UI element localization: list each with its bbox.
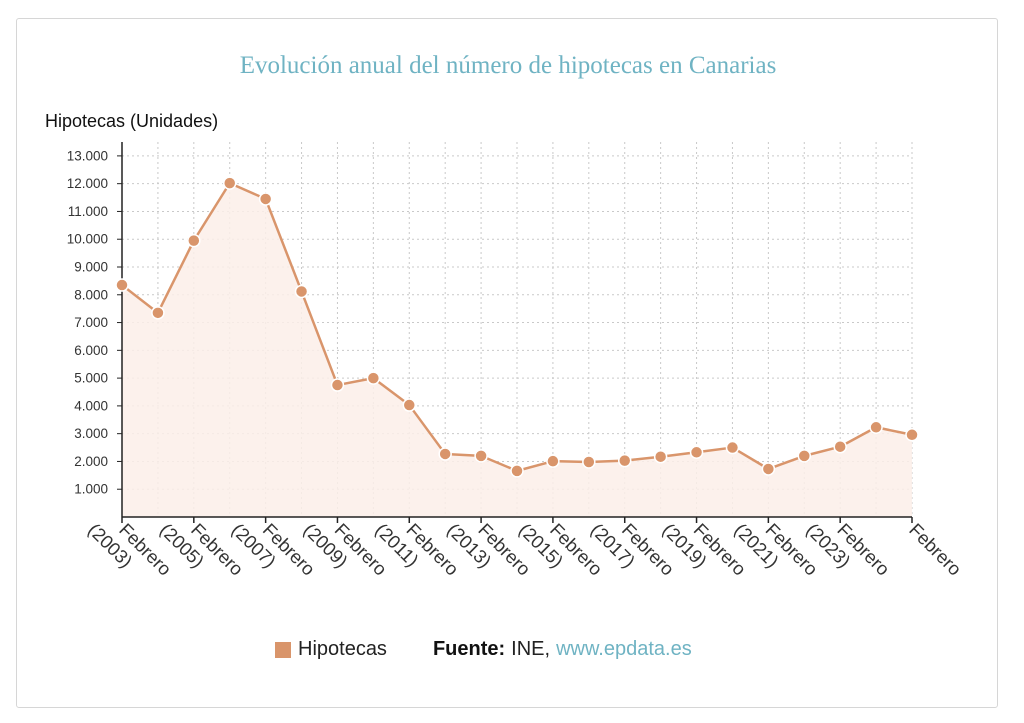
legend: Hipotecas Fuente: INE, www.epdata.es: [275, 638, 692, 661]
legend-swatch: [275, 641, 291, 658]
data-point: [330, 378, 345, 392]
data-point: [546, 454, 560, 468]
data-point: [689, 445, 704, 460]
data-point: [797, 449, 812, 463]
data-point: [761, 462, 776, 476]
data-point: [402, 398, 417, 412]
y-tick-label: 13.000: [67, 148, 108, 163]
y-tick-label: 7.000: [74, 315, 108, 330]
series-points: [115, 176, 919, 478]
y-tick-label: 5.000: [74, 371, 108, 386]
data-point: [725, 440, 740, 455]
data-point: [187, 233, 201, 248]
data-point: [151, 306, 165, 320]
y-tick-label: 4.000: [74, 398, 108, 413]
y-tick-label: 6.000: [74, 343, 108, 358]
data-point: [653, 449, 668, 464]
data-point: [582, 455, 596, 469]
chart-title: Evolución anual del número de hipotecas …: [239, 52, 777, 79]
data-point: [869, 420, 883, 435]
y-axis-label: Hipotecas (Unidades): [45, 111, 219, 131]
source-value: INE,: [511, 638, 551, 660]
data-point: [438, 447, 452, 461]
axes: [121, 142, 912, 518]
area-path: [122, 183, 912, 517]
data-point: [617, 453, 632, 468]
y-tick-label: 2.000: [74, 454, 108, 469]
x-tick-label: Febrero: [905, 519, 966, 580]
y-ticks: 1.000 2.000 3.000 4.000 5.000 6.000 7.000 8.000…: [67, 148, 122, 497]
y-tick-label: 8.000: [74, 287, 108, 302]
data-point: [833, 439, 847, 454]
data-point: [474, 449, 488, 463]
data-point: [366, 371, 381, 385]
data-point: [258, 192, 273, 206]
data-point: [222, 176, 237, 190]
y-tick-label: 11.000: [68, 204, 108, 219]
data-point: [905, 428, 919, 442]
data-point: [510, 464, 524, 478]
data-point: [115, 278, 129, 292]
y-tick-label: 1.000: [74, 482, 108, 497]
y-tick-label: 10.000: [67, 232, 108, 247]
source-link[interactable]: www.epdata.es: [556, 638, 692, 660]
y-tick-label: 9.000: [74, 260, 108, 275]
data-point: [294, 284, 309, 299]
y-tick-label: 12.000: [67, 176, 108, 191]
legend-series-name[interactable]: Hipotecas: [298, 638, 387, 660]
source-label: Fuente:: [432, 638, 506, 660]
y-tick-label: 3.000: [74, 426, 108, 441]
area-fill: [122, 183, 912, 517]
